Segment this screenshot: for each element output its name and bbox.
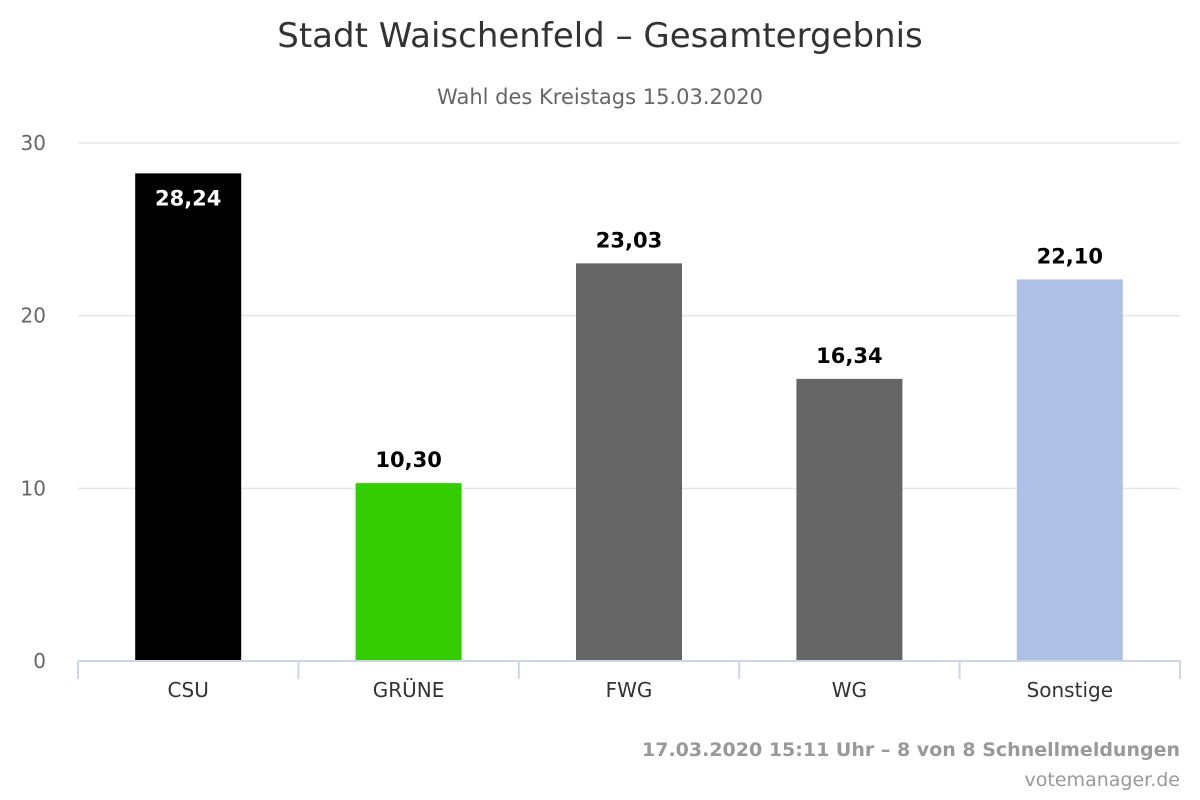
y-tick-label: 20 [21,304,46,328]
category-label: CSU [168,678,209,702]
x-axis [77,660,1181,679]
category-label: Sonstige [1027,678,1113,702]
bars [135,173,1123,661]
category-label: GRÜNE [373,678,445,702]
y-axis-ticks: 0 10 20 30 [21,131,46,673]
data-label: 22,10 [1037,244,1103,268]
bar [576,263,682,661]
bar [1016,279,1123,661]
bar [796,378,903,661]
y-tick-label: 30 [21,131,46,155]
chart-subtitle: Wahl des Kreistags 15.03.2020 [437,85,763,109]
footer-status: 17.03.2020 15:11 Uhr – 8 von 8 Schnellme… [642,739,1180,761]
data-label: 16,34 [816,344,882,368]
data-label: 23,03 [596,228,662,252]
y-tick-label: 10 [21,476,46,500]
category-label: WG [832,678,867,702]
bar [355,483,462,661]
chart-title: Stadt Waischenfeld – Gesamtergebnis [277,16,923,56]
bar [135,173,242,661]
category-label: FWG [606,678,653,702]
data-label: 10,30 [375,448,441,472]
y-tick-label: 0 [33,649,46,673]
footer-credit: votemanager.de [1025,769,1180,791]
data-label: 28,24 [155,186,221,210]
data-labels: 28,24 10,30 23,03 16,34 22,10 [155,186,1103,472]
x-axis-categories: CSU GRÜNE FWG WG Sonstige [168,678,1113,702]
